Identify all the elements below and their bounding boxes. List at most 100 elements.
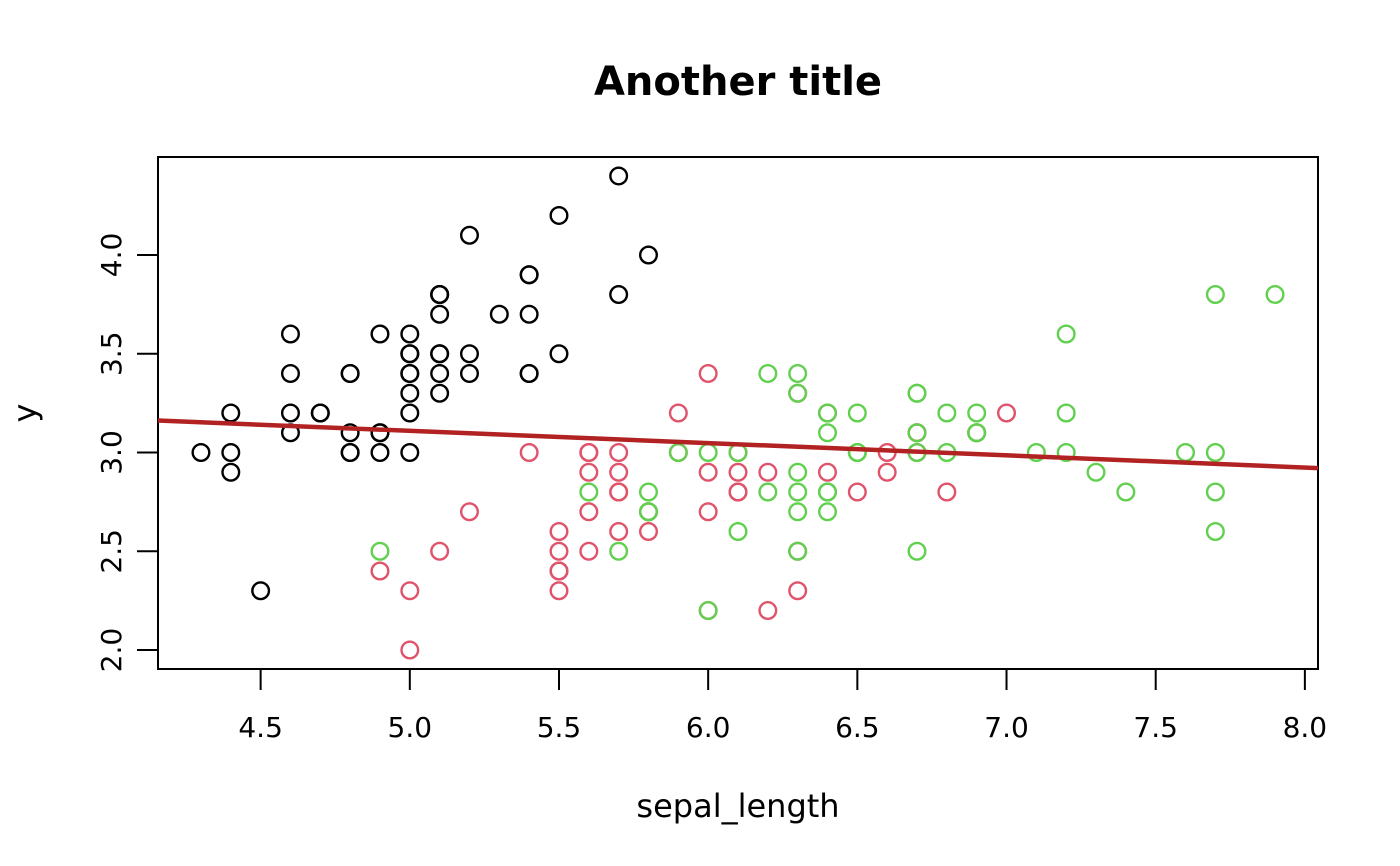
data-point-group-black (430, 284, 450, 304)
data-point-group-green (609, 541, 629, 561)
plot-box (157, 156, 1319, 670)
y-axis-tick-label: 2.5 (95, 529, 128, 574)
data-point-group-green (907, 383, 927, 403)
data-point-group-red (728, 482, 748, 502)
data-point-group-red (400, 581, 420, 601)
data-point-group-black (400, 403, 420, 423)
data-point-group-green (937, 403, 957, 423)
data-point-group-green (1205, 284, 1225, 304)
data-point-group-black (430, 344, 450, 364)
data-point-group-green (1205, 443, 1225, 463)
data-point-group-green (1056, 324, 1076, 344)
data-point-group-green (788, 502, 808, 522)
data-point-group-green (638, 502, 658, 522)
data-point-group-red (638, 522, 658, 542)
data-point-group-red (579, 541, 599, 561)
data-point-group-red (609, 482, 629, 502)
data-point-group-red (549, 541, 569, 561)
data-point-group-green (818, 482, 838, 502)
data-point-group-red (579, 443, 599, 463)
data-point-group-black (400, 344, 420, 364)
data-point-group-black (221, 443, 241, 463)
x-axis-tick-label: 5.0 (388, 711, 433, 744)
data-point-group-green (1205, 482, 1225, 502)
data-point-group-green (967, 403, 987, 423)
data-point-group-red (609, 462, 629, 482)
data-point-group-green (788, 363, 808, 383)
data-point-group-green (1086, 462, 1106, 482)
data-point-group-black (280, 403, 300, 423)
data-point-group-black (221, 403, 241, 423)
data-point-group-red (400, 640, 420, 660)
data-point-group-green (698, 443, 718, 463)
data-point-group-black (638, 245, 658, 265)
plot-area: 4.5 5.0 5.5 6.0 6.5 7.0 7.5 8.0 2.0 2.5 3.0 3.5 4.0 (95, 156, 1328, 744)
data-point-group-black (340, 363, 360, 383)
data-point-group-red (549, 522, 569, 542)
data-point-group-red (698, 363, 718, 383)
data-point-group-black (191, 443, 211, 463)
data-point-group-green (758, 482, 778, 502)
data-point-group-black (400, 324, 420, 344)
data-point-group-green (1056, 443, 1076, 463)
y-axis-tick-label: 2.0 (95, 628, 128, 673)
x-axis-tick-label: 6.5 (835, 711, 880, 744)
data-point-group-green (818, 423, 838, 443)
data-point-group-red (937, 482, 957, 502)
x-axis-tick-label: 4.5 (238, 711, 283, 744)
data-point-group-black (489, 304, 509, 324)
x-axis-tick-label: 8.0 (1283, 711, 1328, 744)
data-point-group-black (549, 205, 569, 225)
data-point-group-red (788, 581, 808, 601)
data-point-group-black (609, 166, 629, 186)
data-point-group-black (459, 225, 479, 245)
data-point-group-black (549, 344, 569, 364)
data-point-group-green (1056, 403, 1076, 423)
data-point-group-green (728, 522, 748, 542)
data-point-group-green (638, 482, 658, 502)
data-point-group-red (549, 561, 569, 581)
data-point-group-black (400, 383, 420, 403)
data-point-group-black (340, 443, 360, 463)
data-point-group-black (459, 363, 479, 383)
data-point-group-red (519, 443, 539, 463)
data-point-group-green (788, 462, 808, 482)
data-point-group-red (549, 581, 569, 601)
data-point-group-green (788, 541, 808, 561)
data-point-group-black (430, 363, 450, 383)
data-point-group-green (788, 383, 808, 403)
data-point-group-black (519, 304, 539, 324)
data-point-group-red (818, 462, 838, 482)
data-point-group-black (430, 304, 450, 324)
data-point-group-green (907, 423, 927, 443)
x-axis-tick-label: 6.0 (686, 711, 731, 744)
data-point-group-black (430, 383, 450, 403)
data-point-group-black (519, 265, 539, 285)
x-axis-tick-label: 7.5 (1133, 711, 1178, 744)
chart-title: Another title (594, 59, 882, 105)
data-point-group-red (579, 462, 599, 482)
data-point-group-black (280, 324, 300, 344)
data-point-group-green (967, 423, 987, 443)
data-point-group-black (519, 363, 539, 383)
data-point-group-red (847, 482, 867, 502)
x-axis-label: sepal_length (636, 787, 839, 825)
data-point-group-red (758, 601, 778, 621)
data-point-group-green (579, 482, 599, 502)
data-point-group-black (609, 284, 629, 304)
data-point-group-black (370, 324, 390, 344)
data-point-group-red (698, 462, 718, 482)
data-point-group-green (1205, 522, 1225, 542)
data-point-group-red (997, 403, 1017, 423)
data-point-group-black (370, 423, 390, 443)
data-point-group-red (728, 462, 748, 482)
data-point-group-green (818, 403, 838, 423)
data-point-group-green (1026, 443, 1046, 463)
data-point-group-black (310, 403, 330, 423)
regression-line (157, 418, 1319, 471)
data-point-group-green (907, 541, 927, 561)
data-point-group-red (877, 462, 897, 482)
data-point-group-red (698, 502, 718, 522)
data-point-group-red (668, 403, 688, 423)
